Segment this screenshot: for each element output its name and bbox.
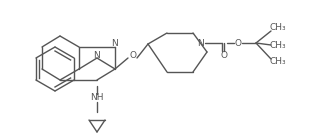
Text: NH: NH: [90, 94, 104, 103]
Text: O: O: [130, 51, 137, 60]
Text: O: O: [234, 39, 241, 47]
Text: CH₃: CH₃: [270, 40, 286, 50]
Text: CH₃: CH₃: [270, 58, 286, 67]
Text: N: N: [93, 51, 100, 59]
Text: O: O: [220, 51, 227, 59]
Text: N: N: [197, 39, 204, 47]
Text: CH₃: CH₃: [270, 23, 286, 33]
Text: N: N: [112, 39, 118, 48]
